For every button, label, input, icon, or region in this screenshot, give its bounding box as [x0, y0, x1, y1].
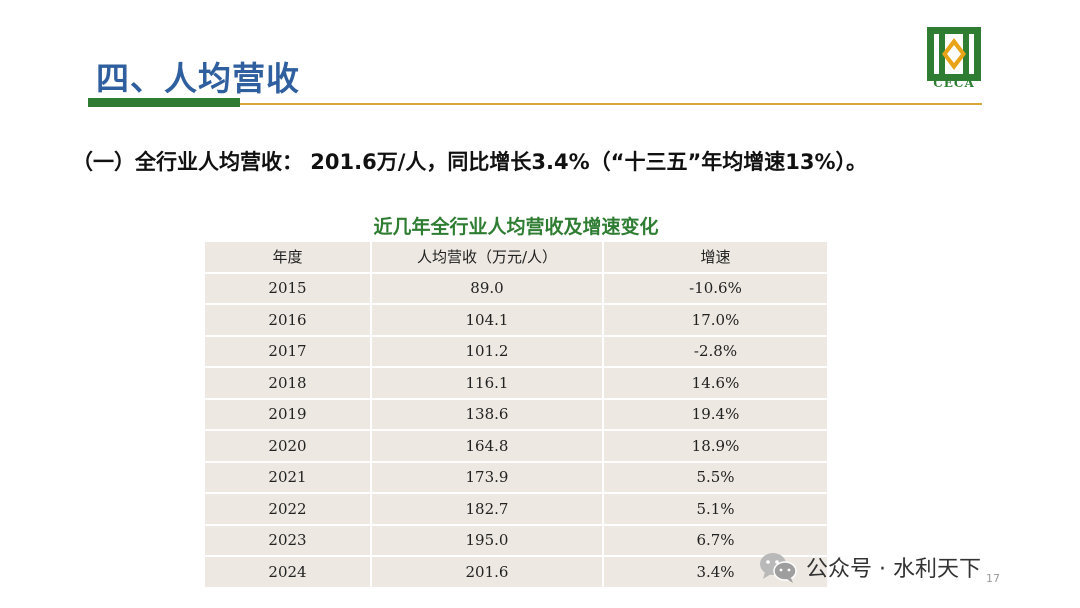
- headline: （一）全行业人均营收： 201.6万/人，同比增长3.4%（“十三五”年均增速1…: [72, 150, 868, 174]
- watermark-text: 公众号 · 水利天下: [806, 557, 981, 582]
- table-row: 2022 182.7 5.1%: [205, 493, 827, 526]
- cell-revenue: 164.8: [370, 430, 603, 463]
- table-row: 2024 201.6 3.4%: [205, 556, 827, 589]
- cell-year: 2023: [205, 524, 371, 557]
- table-row: 2020 164.8 18.9%: [205, 430, 827, 463]
- cell-growth: 14.6%: [602, 367, 827, 400]
- header-revenue: 人均营收（万元/人）: [370, 242, 603, 274]
- table-row: 2016 104.1 17.0%: [205, 304, 827, 337]
- cell-year: 2024: [205, 556, 371, 589]
- title-underline-gold: [240, 103, 982, 105]
- ceca-logo-icon: [927, 27, 981, 81]
- cell-year: 2015: [205, 272, 371, 305]
- cell-growth: 18.9%: [602, 430, 827, 463]
- cell-year: 2021: [205, 461, 371, 494]
- cell-revenue: 173.9: [370, 461, 603, 494]
- cell-year: 2017: [205, 335, 371, 368]
- table-row: 2023 195.0 6.7%: [205, 524, 827, 557]
- cell-growth: 17.0%: [602, 304, 827, 337]
- wechat-icon: [760, 553, 797, 583]
- cell-revenue: 104.1: [370, 304, 603, 337]
- table-row: 2021 173.9 5.5%: [205, 461, 827, 494]
- cell-growth: 6.7%: [602, 524, 827, 557]
- cell-revenue: 138.6: [370, 398, 603, 431]
- cell-year: 2019: [205, 398, 371, 431]
- revenue-table: 年度 人均营收（万元/人） 增速 2015 89.0 -10.6% 2016 1…: [205, 242, 827, 589]
- cell-year: 2020: [205, 430, 371, 463]
- slide-title: 四、人均营收: [96, 59, 300, 98]
- cell-revenue: 195.0: [370, 524, 603, 557]
- table-row: 2015 89.0 -10.6%: [205, 272, 827, 305]
- logo-text: CECA: [933, 76, 975, 90]
- page-number: 17: [986, 572, 1000, 585]
- cell-growth: 3.4%: [602, 556, 827, 589]
- header-growth: 增速: [602, 242, 827, 274]
- cell-year: 2022: [205, 493, 371, 526]
- cell-year: 2018: [205, 367, 371, 400]
- watermark: 公众号 · 水利天下: [758, 550, 981, 584]
- cell-revenue: 116.1: [370, 367, 603, 400]
- cell-growth: -2.8%: [602, 335, 827, 368]
- table-row: 2017 101.2 -2.8%: [205, 335, 827, 368]
- table-row: 2018 116.1 14.6%: [205, 367, 827, 400]
- table-header-row: 年度 人均营收（万元/人） 增速: [205, 242, 827, 274]
- table-title: 近几年全行业人均营收及增速变化: [373, 216, 659, 238]
- cell-growth: 5.1%: [602, 493, 827, 526]
- cell-revenue: 101.2: [370, 335, 603, 368]
- cell-growth: -10.6%: [602, 272, 827, 305]
- cell-growth: 5.5%: [602, 461, 827, 494]
- table-row: 2019 138.6 19.4%: [205, 398, 827, 431]
- header-year: 年度: [205, 242, 371, 274]
- cell-revenue-highlight: 201.6: [370, 556, 603, 589]
- cell-growth: 19.4%: [602, 398, 827, 431]
- title-underline-green: [88, 98, 240, 107]
- cell-revenue: 182.7: [370, 493, 603, 526]
- cell-revenue: 89.0: [370, 272, 603, 305]
- cell-year: 2016: [205, 304, 371, 337]
